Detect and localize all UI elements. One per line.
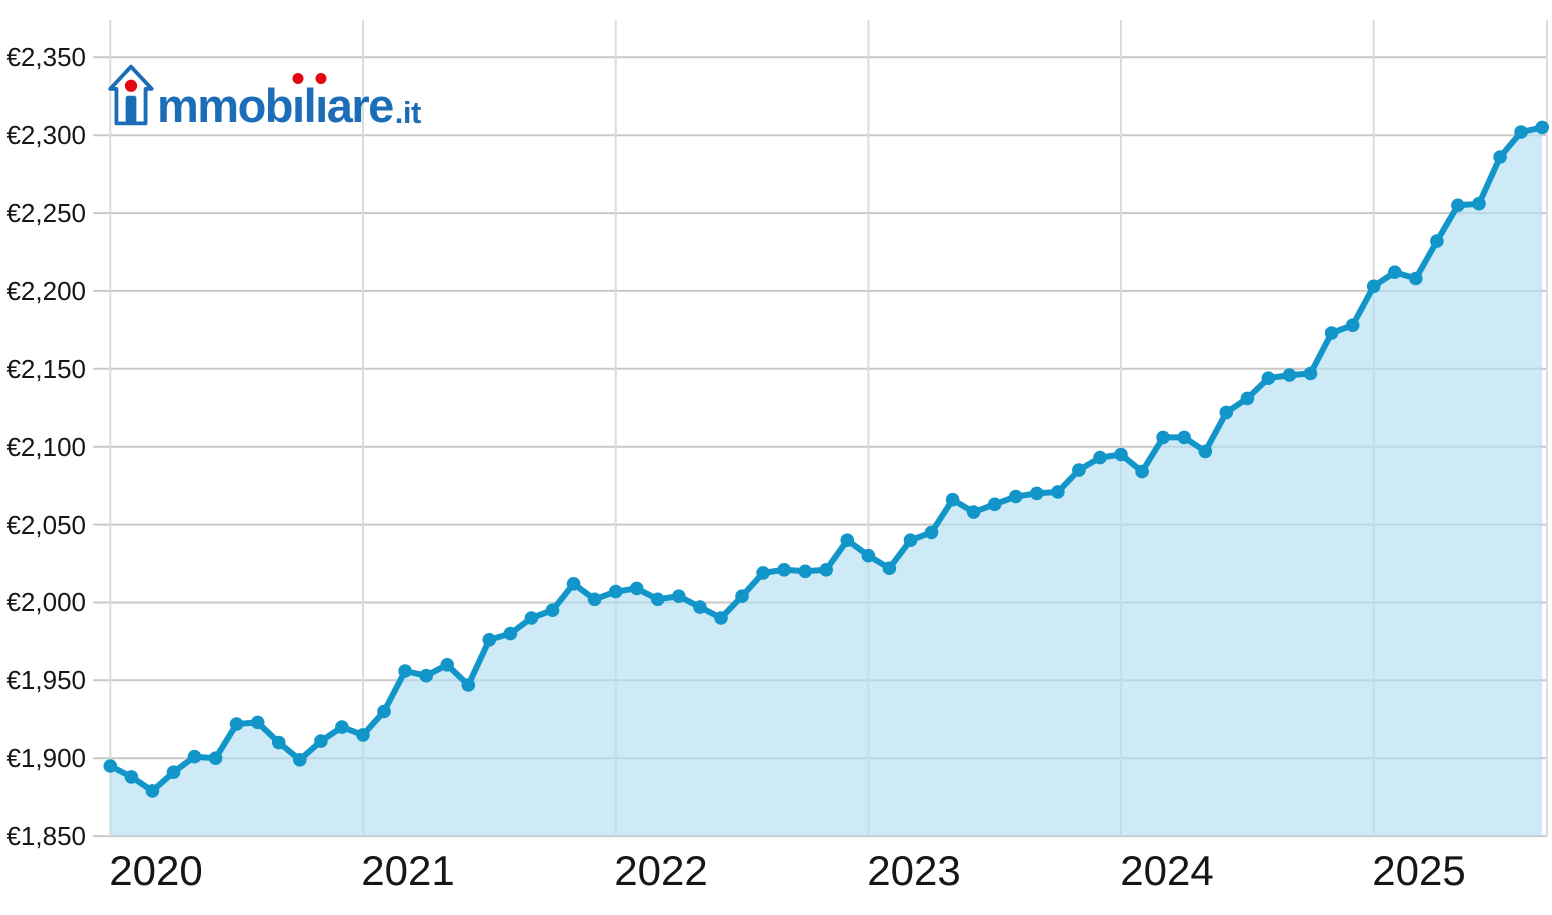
x-axis-label: 2021: [361, 847, 455, 894]
data-point[interactable]: [608, 584, 623, 599]
data-point[interactable]: [1282, 368, 1297, 382]
data-point[interactable]: [1535, 120, 1549, 135]
data-point[interactable]: [524, 611, 539, 625]
x-axis-label: 2023: [867, 847, 961, 894]
data-point[interactable]: [903, 533, 918, 547]
data-point[interactable]: [1009, 489, 1023, 504]
data-point[interactable]: [314, 734, 328, 748]
data-point[interactable]: [440, 658, 455, 672]
y-axis-label: €2,100: [6, 432, 86, 462]
logo-suffix: .it: [394, 95, 422, 130]
data-point[interactable]: [1051, 485, 1065, 499]
x-axis-label: 2020: [109, 847, 203, 894]
data-point[interactable]: [1093, 450, 1107, 465]
data-point[interactable]: [272, 735, 286, 750]
data-point[interactable]: [1430, 234, 1444, 248]
data-point[interactable]: [208, 751, 223, 765]
y-axis-label: €2,250: [6, 198, 86, 228]
y-axis-label: €2,150: [6, 354, 86, 384]
y-axis-label: €2,300: [6, 120, 86, 150]
logo-dotted-i: ı: [315, 79, 328, 132]
immobiliare-logo: mmobılıare .it: [108, 64, 422, 132]
y-axis-label: €2,200: [6, 276, 86, 306]
data-point[interactable]: [1345, 318, 1360, 333]
x-axis-label: 2022: [614, 847, 708, 894]
data-point[interactable]: [293, 753, 307, 767]
data-point[interactable]: [861, 548, 876, 563]
data-point[interactable]: [672, 589, 686, 603]
data-point[interactable]: [1493, 150, 1507, 164]
data-point[interactable]: [1072, 463, 1086, 477]
data-point[interactable]: [756, 566, 770, 580]
data-point[interactable]: [1198, 444, 1213, 459]
data-point[interactable]: [145, 784, 160, 798]
data-point[interactable]: [587, 592, 602, 607]
x-axis-label: 2024: [1120, 847, 1214, 894]
y-axis-label: €1,900: [6, 743, 86, 773]
data-point[interactable]: [250, 715, 265, 730]
data-point[interactable]: [882, 561, 897, 575]
data-point[interactable]: [945, 492, 960, 507]
data-point[interactable]: [966, 505, 981, 519]
logo-seg2: l: [303, 79, 317, 132]
data-point[interactable]: [1261, 371, 1276, 386]
data-point[interactable]: [1114, 447, 1128, 462]
data-point[interactable]: [1303, 366, 1318, 381]
data-point[interactable]: [629, 581, 644, 596]
y-axis-label: €1,850: [6, 821, 86, 851]
y-axis-label: €1,950: [6, 665, 86, 695]
logo-wordmark: mmobılıare: [157, 79, 395, 132]
data-point[interactable]: [735, 589, 749, 603]
logo-red-dot: [124, 79, 138, 92]
data-point[interactable]: [840, 533, 855, 547]
data-point[interactable]: [461, 678, 476, 692]
data-point[interactable]: [1177, 430, 1191, 445]
y-axis-label: €2,350: [6, 42, 86, 72]
data-point[interactable]: [693, 600, 707, 614]
data-point[interactable]: [124, 770, 139, 784]
data-point[interactable]: [545, 603, 560, 617]
x-axis-label: 2025: [1372, 847, 1466, 894]
data-point[interactable]: [798, 564, 812, 579]
data-point[interactable]: [777, 563, 791, 577]
house-icon: [108, 64, 154, 126]
data-point[interactable]: [166, 765, 181, 779]
data-point[interactable]: [1472, 196, 1486, 211]
data-point[interactable]: [924, 525, 939, 540]
y-axis-label: €2,000: [6, 587, 86, 617]
data-point[interactable]: [335, 720, 349, 734]
logo-seg3: are: [326, 79, 395, 132]
data-point[interactable]: [1324, 326, 1339, 340]
data-point[interactable]: [566, 577, 581, 591]
data-point[interactable]: [1135, 464, 1149, 479]
data-point[interactable]: [377, 704, 391, 719]
data-point[interactable]: [1219, 405, 1234, 420]
data-point[interactable]: [1156, 430, 1170, 445]
y-axis-label: €2,050: [6, 510, 86, 540]
logo-seg1: mmob: [157, 79, 294, 132]
data-point[interactable]: [819, 563, 833, 577]
data-point[interactable]: [1451, 198, 1465, 213]
data-point[interactable]: [187, 749, 202, 764]
data-point[interactable]: [714, 611, 728, 625]
data-point[interactable]: [1514, 125, 1528, 139]
data-point[interactable]: [229, 717, 244, 731]
data-point[interactable]: [651, 592, 665, 607]
data-point[interactable]: [398, 664, 412, 678]
data-point[interactable]: [419, 668, 434, 683]
data-point[interactable]: [1240, 391, 1255, 406]
data-point[interactable]: [1388, 265, 1402, 280]
logo-dotted-i: ı: [292, 79, 305, 132]
series-area-fill: [110, 127, 1543, 837]
data-point[interactable]: [356, 728, 370, 742]
data-point[interactable]: [1030, 486, 1044, 501]
data-point[interactable]: [503, 626, 518, 641]
data-point[interactable]: [1409, 271, 1423, 286]
data-point[interactable]: [987, 497, 1002, 512]
data-point[interactable]: [482, 633, 497, 647]
data-point[interactable]: [103, 759, 118, 773]
data-point[interactable]: [1366, 279, 1381, 294]
